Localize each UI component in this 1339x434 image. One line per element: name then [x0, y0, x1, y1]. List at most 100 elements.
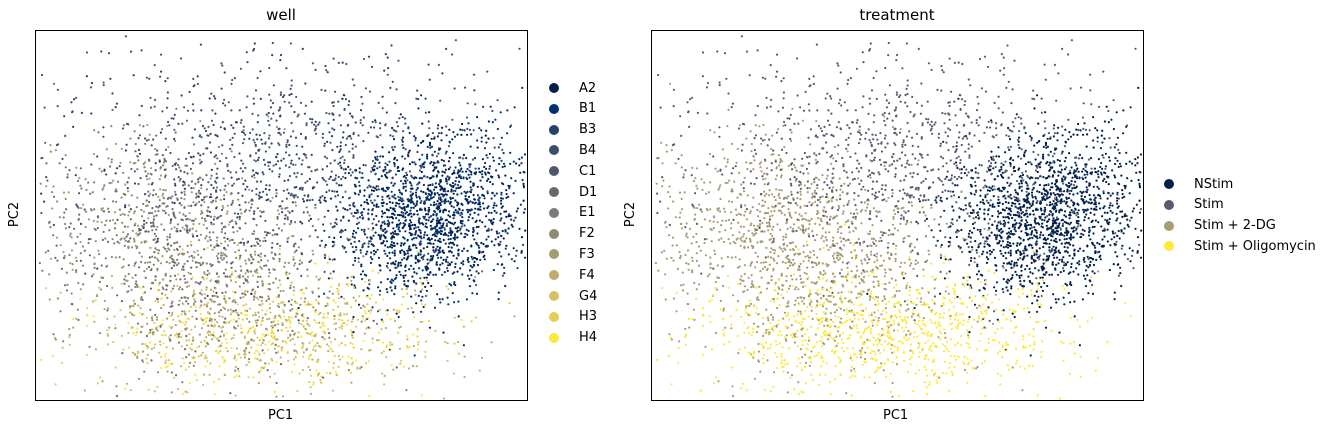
scatter-point: [272, 281, 275, 284]
scatter-point: [345, 137, 348, 140]
scatter-point: [126, 225, 129, 228]
scatter-point: [218, 365, 221, 368]
scatter-point: [275, 338, 278, 341]
scatter-point: [475, 292, 479, 295]
scatter-point: [245, 363, 248, 367]
scatter-point: [474, 276, 477, 279]
legend-label: H4: [579, 330, 598, 346]
scatter-point: [183, 190, 186, 193]
scatter-point: [333, 354, 336, 358]
scatter-point: [458, 161, 461, 164]
scatter-point: [354, 359, 357, 362]
scatter-point: [427, 210, 430, 213]
scatter-point: [255, 241, 259, 244]
scatter-point: [183, 277, 186, 281]
scatter-point: [404, 179, 407, 182]
scatter-point: [183, 183, 187, 186]
scatter-point: [62, 216, 65, 219]
scatter-point: [331, 258, 334, 261]
scatter-point: [276, 351, 280, 354]
scatter-point: [260, 138, 263, 141]
scatter-point: [227, 182, 230, 185]
scatter-point: [244, 289, 247, 293]
scatter-point: [416, 258, 419, 262]
scatter-point: [334, 174, 337, 177]
scatter-point: [400, 288, 404, 291]
scatter-point: [124, 206, 127, 209]
scatter-point: [250, 338, 253, 341]
scatter-point: [417, 343, 420, 346]
scatter-point: [424, 225, 427, 228]
scatter-point: [278, 173, 281, 176]
scatter-point: [411, 244, 415, 247]
scatter-point: [114, 222, 117, 225]
scatter-point: [503, 272, 506, 275]
scatter-point: [894, 205, 897, 208]
scatter-point: [444, 168, 447, 171]
scatter-point: [460, 167, 463, 170]
scatter-point: [367, 131, 370, 134]
scatter-point: [397, 195, 400, 198]
scatter-point: [359, 190, 362, 194]
scatter-point: [223, 374, 227, 377]
scatter-point: [205, 147, 208, 150]
scatter-point: [391, 126, 394, 130]
scatter-point: [504, 230, 507, 233]
scatter-point: [167, 146, 170, 149]
scatter-point: [191, 315, 194, 318]
scatter-point: [86, 314, 89, 317]
scatter-point: [290, 192, 293, 195]
scatter-point: [267, 348, 270, 351]
scatter-point: [268, 146, 271, 149]
scatter-point: [217, 275, 220, 278]
scatter-point: [75, 166, 78, 169]
scatter-point: [100, 170, 103, 173]
scatter-point: [139, 260, 143, 264]
scatter-point: [139, 232, 142, 235]
scatter-point: [311, 249, 314, 252]
scatter-point: [423, 202, 426, 205]
scatter-point: [471, 234, 475, 237]
scatter-point: [235, 320, 238, 323]
scatter-point: [101, 380, 104, 383]
scatter-point: [335, 373, 338, 376]
scatter-point: [149, 261, 152, 264]
scatter-point: [393, 244, 396, 247]
scatter-point: [156, 240, 159, 243]
scatter-point: [1063, 303, 1066, 306]
scatter-point: [466, 133, 469, 136]
scatter-point: [399, 362, 402, 365]
scatter-point: [175, 107, 178, 110]
scatter-point: [153, 321, 156, 324]
scatter-point: [267, 161, 270, 164]
scatter-point: [180, 204, 183, 207]
scatter-point: [199, 306, 202, 309]
scatter-point: [184, 281, 187, 284]
scatter-point: [381, 198, 384, 201]
scatter-point: [913, 306, 916, 310]
scatter-point: [515, 162, 518, 165]
scatter-point: [120, 147, 123, 150]
scatter-point: [182, 180, 185, 183]
scatter-point: [234, 327, 237, 330]
scatter-point: [49, 257, 52, 260]
scatter-point: [292, 258, 295, 261]
scatter-point: [236, 212, 240, 215]
scatter-point: [389, 349, 392, 352]
scatter-point: [1067, 138, 1070, 141]
scatter-point: [181, 392, 185, 395]
scatter-point: [242, 182, 245, 186]
scatter-point: [150, 225, 153, 228]
scatter-point: [392, 208, 395, 211]
scatter-point: [192, 143, 196, 146]
scatter-point: [344, 190, 347, 193]
scatter-point: [250, 203, 253, 206]
scatter-point: [439, 147, 442, 150]
scatter-point: [185, 317, 189, 320]
scatter-point: [241, 177, 244, 180]
scatter-point: [250, 346, 253, 349]
scatter-point: [154, 299, 157, 303]
scatter-point: [389, 341, 392, 344]
scatter-point: [994, 293, 997, 296]
scatter-point: [432, 196, 435, 199]
